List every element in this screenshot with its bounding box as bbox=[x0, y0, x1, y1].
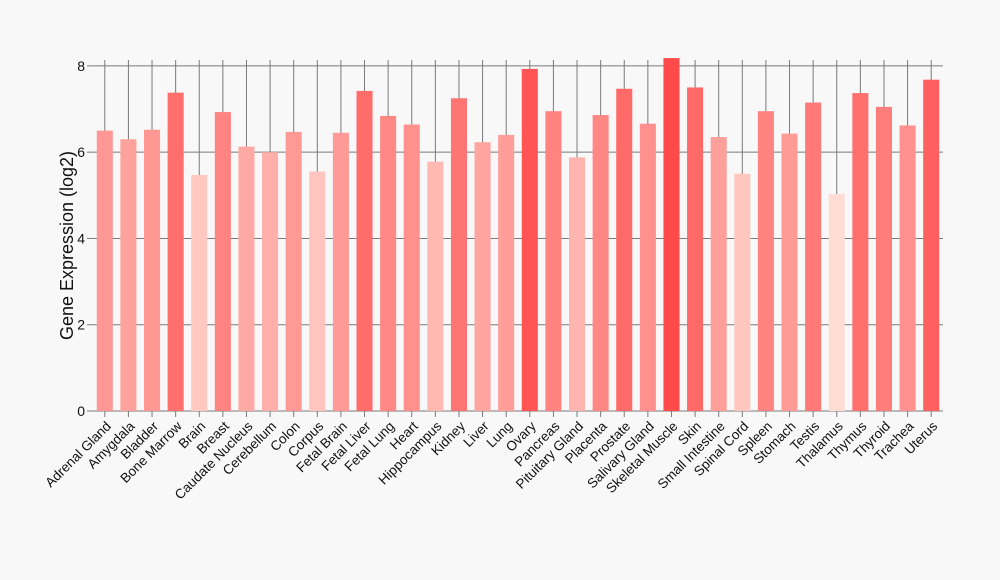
bar bbox=[875, 106, 892, 412]
bar bbox=[852, 93, 869, 411]
bar bbox=[545, 111, 562, 411]
y-tick-label: 8 bbox=[77, 58, 85, 74]
y-tick-label: 4 bbox=[77, 230, 85, 246]
bar bbox=[521, 68, 538, 411]
bar bbox=[781, 133, 798, 411]
bar bbox=[214, 112, 231, 411]
bar bbox=[380, 115, 397, 411]
bars bbox=[96, 58, 940, 412]
bar bbox=[427, 161, 444, 411]
bar bbox=[356, 90, 373, 411]
bar bbox=[710, 137, 727, 411]
bar bbox=[734, 173, 751, 411]
y-axis-ticks: 0 2 4 6 8 bbox=[77, 58, 93, 419]
bar bbox=[191, 175, 208, 411]
bar bbox=[569, 157, 586, 411]
bar bbox=[474, 142, 491, 411]
y-tick-label: 2 bbox=[77, 317, 85, 333]
bar bbox=[262, 152, 279, 412]
bar bbox=[403, 124, 420, 411]
bar bbox=[639, 123, 656, 411]
x-tick-label: Liver bbox=[460, 418, 492, 450]
bar bbox=[805, 102, 822, 412]
bar bbox=[120, 139, 137, 411]
bar bbox=[285, 131, 302, 411]
bar bbox=[687, 87, 704, 411]
bar bbox=[757, 111, 774, 411]
y-tick-label: 6 bbox=[77, 144, 85, 160]
bar bbox=[498, 134, 515, 411]
bar bbox=[592, 115, 609, 411]
bar bbox=[332, 132, 349, 411]
y-tick-label: 0 bbox=[77, 403, 85, 419]
bar bbox=[167, 92, 184, 411]
bar bbox=[238, 146, 255, 411]
bar bbox=[309, 171, 326, 411]
bar bbox=[828, 194, 845, 411]
bar bbox=[144, 129, 161, 412]
bar bbox=[923, 79, 940, 412]
bar bbox=[616, 88, 633, 411]
bar bbox=[899, 125, 916, 411]
bar bbox=[96, 130, 113, 411]
y-axis-title: Gene Expression (log2) bbox=[57, 151, 77, 340]
bar bbox=[663, 58, 680, 412]
bar bbox=[450, 98, 467, 411]
